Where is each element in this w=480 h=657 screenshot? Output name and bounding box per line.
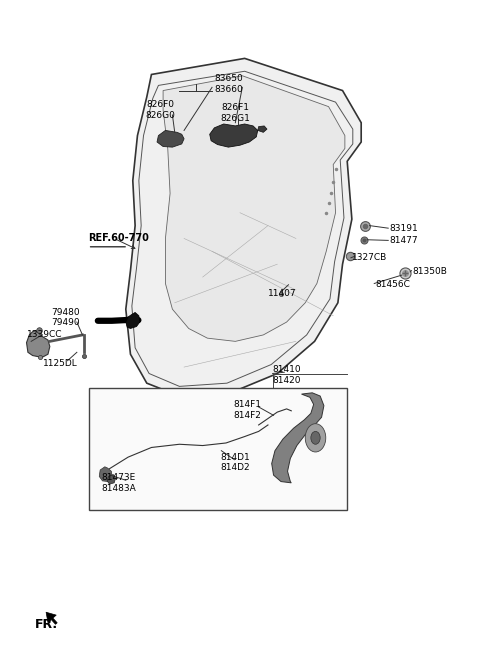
Text: 826F1
826G1: 826F1 826G1 xyxy=(220,103,250,123)
Polygon shape xyxy=(258,126,267,132)
Polygon shape xyxy=(99,466,112,482)
Text: 81410
81420: 81410 81420 xyxy=(272,365,301,384)
Text: 826F0
826G0: 826F0 826G0 xyxy=(146,100,176,120)
Text: 1339CC: 1339CC xyxy=(26,330,62,340)
Text: 1125DL: 1125DL xyxy=(43,359,78,369)
Text: FR.: FR. xyxy=(35,618,58,631)
Text: 1327CB: 1327CB xyxy=(352,253,387,262)
Text: 83191: 83191 xyxy=(389,224,418,233)
Text: 814D1
814D2: 814D1 814D2 xyxy=(220,453,250,472)
Text: REF.60-770: REF.60-770 xyxy=(88,233,149,244)
Text: 11407: 11407 xyxy=(268,288,296,298)
Circle shape xyxy=(311,432,320,444)
Polygon shape xyxy=(26,330,50,357)
Text: 79480
79490: 79480 79490 xyxy=(51,308,80,327)
Text: 81477: 81477 xyxy=(389,236,418,245)
Polygon shape xyxy=(210,124,258,147)
Text: 81473E
81483A: 81473E 81483A xyxy=(101,473,136,493)
Text: 81350B: 81350B xyxy=(412,267,447,277)
Polygon shape xyxy=(126,58,361,396)
Text: 83650
83660: 83650 83660 xyxy=(214,74,243,94)
Bar xyxy=(88,388,347,510)
Polygon shape xyxy=(163,76,345,342)
Polygon shape xyxy=(157,131,184,147)
Polygon shape xyxy=(107,474,116,484)
Polygon shape xyxy=(272,393,324,483)
Text: 81456C: 81456C xyxy=(375,281,410,289)
Text: 814F1
814F2: 814F1 814F2 xyxy=(233,401,261,420)
Circle shape xyxy=(305,424,326,452)
Polygon shape xyxy=(126,313,140,328)
